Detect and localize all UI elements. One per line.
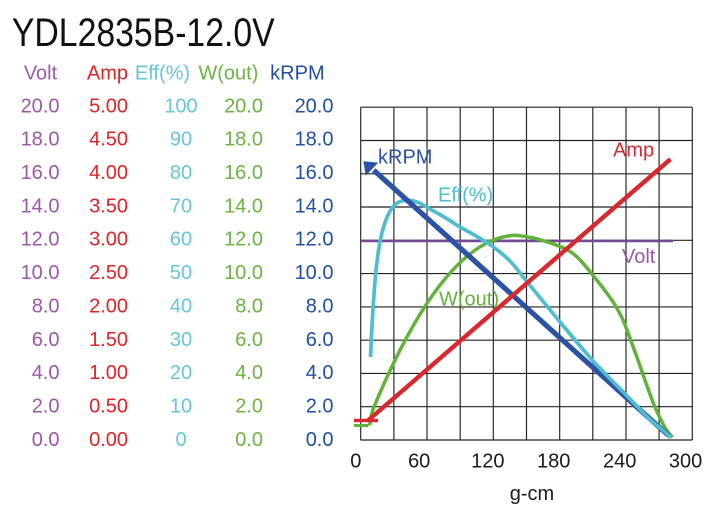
svg-text:60: 60	[408, 451, 430, 473]
svg-text:60: 60	[170, 229, 192, 251]
svg-text:4.50: 4.50	[89, 129, 128, 151]
svg-text:300: 300	[669, 451, 702, 473]
svg-text:20.0: 20.0	[224, 95, 263, 117]
svg-text:180: 180	[537, 451, 570, 473]
svg-text:Amp: Amp	[613, 139, 654, 161]
svg-text:80: 80	[170, 162, 192, 184]
svg-text:30: 30	[170, 329, 192, 351]
svg-text:240: 240	[603, 451, 636, 473]
svg-text:2.0: 2.0	[32, 396, 60, 418]
svg-text:0.50: 0.50	[89, 396, 128, 418]
svg-text:6.0: 6.0	[235, 329, 263, 351]
svg-text:6.0: 6.0	[306, 329, 334, 351]
svg-text:20: 20	[170, 362, 192, 384]
svg-text:100: 100	[164, 95, 197, 117]
svg-text:18.0: 18.0	[224, 129, 263, 151]
svg-text:14.0: 14.0	[224, 195, 263, 217]
svg-text:90: 90	[170, 129, 192, 151]
svg-text:12.0: 12.0	[21, 229, 60, 251]
svg-text:120: 120	[471, 451, 504, 473]
svg-text:8.0: 8.0	[306, 296, 334, 318]
svg-text:16.0: 16.0	[224, 162, 263, 184]
svg-text:4.0: 4.0	[235, 362, 263, 384]
svg-text:8.0: 8.0	[235, 296, 263, 318]
svg-text:W(out): W(out)	[439, 289, 499, 311]
svg-text:Eff(%): Eff(%)	[438, 185, 493, 207]
svg-text:4.00: 4.00	[89, 162, 128, 184]
svg-text:10: 10	[170, 396, 192, 418]
svg-text:16.0: 16.0	[21, 162, 60, 184]
svg-text:0.0: 0.0	[306, 429, 334, 451]
svg-text:2.50: 2.50	[89, 262, 128, 284]
svg-text:0.0: 0.0	[235, 429, 263, 451]
svg-text:0.00: 0.00	[89, 429, 128, 451]
svg-text:Volt: Volt	[622, 246, 656, 268]
svg-text:50: 50	[170, 262, 192, 284]
svg-text:12.0: 12.0	[224, 229, 263, 251]
svg-text:20.0: 20.0	[21, 95, 60, 117]
svg-text:10.0: 10.0	[295, 262, 334, 284]
svg-text:14.0: 14.0	[295, 195, 334, 217]
svg-text:4.0: 4.0	[306, 362, 334, 384]
svg-text:1.00: 1.00	[89, 362, 128, 384]
svg-text:3.50: 3.50	[89, 195, 128, 217]
svg-text:kRPM: kRPM	[378, 147, 432, 169]
svg-text:10.0: 10.0	[224, 262, 263, 284]
svg-text:16.0: 16.0	[295, 162, 334, 184]
svg-text:4.0: 4.0	[32, 362, 60, 384]
svg-text:40: 40	[170, 296, 192, 318]
svg-text:2.0: 2.0	[235, 396, 263, 418]
svg-text:2.0: 2.0	[306, 396, 334, 418]
svg-text:0.0: 0.0	[32, 429, 60, 451]
svg-text:70: 70	[170, 195, 192, 217]
svg-text:1.50: 1.50	[89, 329, 128, 351]
svg-text:20.0: 20.0	[295, 95, 334, 117]
svg-text:18.0: 18.0	[21, 129, 60, 151]
svg-text:14.0: 14.0	[21, 195, 60, 217]
svg-text:5.00: 5.00	[89, 95, 128, 117]
svg-text:0: 0	[350, 451, 361, 473]
svg-text:YDL2835B-12.0V: YDL2835B-12.0V	[12, 11, 275, 55]
svg-text:10.0: 10.0	[21, 262, 60, 284]
svg-text:Eff(%): Eff(%)	[135, 62, 190, 84]
svg-text:12.0: 12.0	[295, 229, 334, 251]
svg-text:8.0: 8.0	[32, 296, 60, 318]
svg-text:2.00: 2.00	[89, 296, 128, 318]
svg-text:18.0: 18.0	[295, 129, 334, 151]
svg-text:6.0: 6.0	[32, 329, 60, 351]
svg-text:3.00: 3.00	[89, 229, 128, 251]
svg-text:kRPM: kRPM	[270, 62, 324, 84]
svg-text:g-cm: g-cm	[510, 483, 554, 505]
svg-text:W(out): W(out)	[198, 62, 258, 84]
svg-text:Volt: Volt	[24, 62, 58, 84]
svg-text:Amp: Amp	[87, 62, 128, 84]
svg-text:0: 0	[175, 429, 186, 451]
